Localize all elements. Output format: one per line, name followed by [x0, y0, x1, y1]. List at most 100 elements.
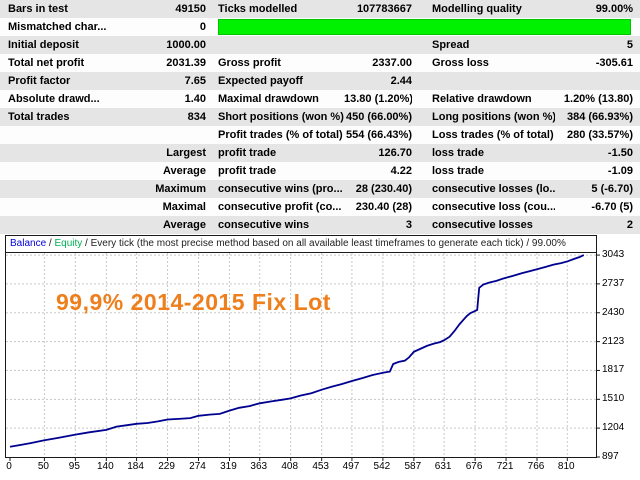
- stat-value: 99.00%: [595, 3, 633, 15]
- stat-label: [0, 144, 140, 162]
- stat-label: [412, 72, 555, 90]
- stat-label: consecutive losses (lo...: [432, 183, 555, 195]
- stat-value: 384 (66.93%): [566, 111, 633, 123]
- stat-label: consecutive losses: [432, 219, 533, 231]
- stat-value: Average: [162, 219, 206, 231]
- stat-label: Absolute drawd...: [8, 93, 100, 105]
- stat-label: Profit factor: [8, 75, 71, 87]
- x-tick-label: 766: [527, 461, 545, 472]
- x-tick-label: 95: [68, 461, 80, 472]
- x-tick-label: 453: [312, 461, 329, 472]
- legend-separator: /: [46, 238, 55, 249]
- report-row: Total net profit 2031.39 Gross profit 2337.…: [0, 54, 640, 72]
- y-tick-label: 1817: [602, 364, 625, 376]
- stat-value: 7.65: [184, 75, 206, 87]
- x-tick-label: 721: [496, 461, 514, 472]
- stat-value: Maximum: [155, 183, 206, 195]
- stat-value: 28 (230.40): [355, 183, 412, 195]
- stat-label: Long positions (won %): [432, 111, 555, 123]
- stat-value: 1.20% (13.80): [563, 93, 633, 105]
- stat-value: Average: [162, 165, 206, 177]
- backtest-report-table: Bars in test 49150 Ticks modelled 107783667…: [0, 0, 640, 234]
- stat-value: 5: [626, 39, 633, 51]
- stat-value: Maximal: [162, 201, 206, 213]
- stat-value: 4.22: [390, 165, 412, 177]
- x-tick-label: 50: [37, 461, 49, 472]
- x-tick-label: 631: [434, 461, 452, 472]
- x-tick-label: 184: [127, 461, 144, 472]
- stat-value: [140, 126, 206, 144]
- chart-panel: Balance / Equity / Every tick (the most …: [5, 235, 600, 461]
- stat-value: 834: [187, 111, 206, 123]
- stat-value: 2: [626, 219, 633, 231]
- stat-value: 5 (-6.70): [591, 183, 633, 195]
- stat-label: consecutive wins (pro...: [218, 183, 343, 195]
- stat-label: Spread: [432, 39, 470, 51]
- stat-label: Mismatched char...: [8, 21, 107, 33]
- stat-label: profit trade: [218, 165, 277, 177]
- stat-value: 280 (33.57%): [566, 129, 633, 141]
- stat-label: consecutive loss (cou...: [432, 201, 555, 213]
- stat-label: [0, 180, 140, 198]
- stat-label: Total trades: [8, 111, 70, 123]
- stat-value: 13.80 (1.20%): [344, 93, 412, 105]
- x-tick-label: 542: [373, 461, 391, 472]
- x-tick-label: 140: [96, 461, 114, 472]
- balance-label: Balance: [10, 238, 47, 249]
- stat-label: Loss trades (% of total): [432, 129, 554, 141]
- stat-value: 0: [199, 21, 206, 33]
- stat-label: [0, 198, 140, 216]
- report-row: Largest profit trade 126.70 loss trade -1.50: [0, 144, 640, 162]
- stat-value: 1.40: [184, 93, 206, 105]
- stat-label: [206, 36, 344, 54]
- stat-label: Gross loss: [432, 57, 489, 69]
- stat-value: 107783667: [356, 3, 412, 15]
- x-tick-label: 497: [342, 461, 360, 472]
- x-tick-label: 0: [6, 461, 12, 472]
- stat-value: 3: [405, 219, 412, 231]
- stat-value: 2337.00: [372, 57, 412, 69]
- stat-value: 450 (66.00%): [345, 111, 412, 123]
- stat-value: 554 (66.43%): [345, 129, 412, 141]
- stat-label: Maximal drawdown: [218, 93, 319, 105]
- stat-label: [0, 216, 140, 234]
- x-tick-label: 408: [281, 461, 299, 472]
- stat-value: -1.09: [607, 165, 633, 177]
- report-row: Bars in test 49150 Ticks modelled 107783667…: [0, 0, 640, 18]
- y-tick-label: 2430: [602, 306, 625, 318]
- y-tick-label: 897: [602, 451, 619, 462]
- x-tick-label: 229: [158, 461, 175, 472]
- balance-line: [9, 254, 585, 448]
- stat-value: 2031.39: [166, 57, 206, 69]
- stat-label: Initial deposit: [8, 39, 79, 51]
- equity-label: Equity: [54, 238, 83, 249]
- stat-value: 2.44: [390, 75, 412, 87]
- x-tick-label: 810: [557, 461, 575, 472]
- stat-label: loss trade: [432, 165, 484, 177]
- stat-value: [555, 72, 633, 90]
- balance-curve-svg: [6, 253, 600, 461]
- y-tick-label: 3043: [602, 249, 625, 261]
- chart-legend: Balance / Equity / Every tick (the most …: [6, 236, 596, 253]
- report-row: Initial deposit 1000.00 Spread 5: [0, 36, 640, 54]
- stat-label: [0, 162, 140, 180]
- watermark-text: 99,9% 2014-2015 Fix Lot: [56, 289, 331, 315]
- report-row: Absolute drawd... 1.40 Maximal drawdown 13.…: [0, 90, 640, 108]
- report-row: Maximum consecutive wins (pro... 28 (230.4…: [0, 180, 640, 198]
- y-tick-label: 2737: [602, 277, 625, 289]
- stat-label: Modelling quality: [432, 3, 522, 15]
- stat-label: loss trade: [432, 147, 484, 159]
- balance-chart-plot: 99,9% 2014-2015 Fix Lot: [6, 253, 600, 461]
- stat-value: 230.40 (28): [355, 201, 412, 213]
- stat-label: Short positions (won %): [218, 111, 344, 123]
- stat-value: -6.70 (5): [591, 201, 633, 213]
- report-row: Maximal consecutive profit (co... 230.40 (…: [0, 198, 640, 216]
- stat-label: Gross profit: [218, 57, 281, 69]
- x-tick-label: 363: [250, 461, 268, 472]
- report-row: Mismatched char... 0: [0, 18, 640, 36]
- report-row: Profit trades (% of total) 554 (66.43%) Lo…: [0, 126, 640, 144]
- stat-value: Largest: [166, 147, 206, 159]
- stat-label: Ticks modelled: [218, 3, 298, 15]
- stat-label: Profit trades (% of total): [218, 129, 343, 141]
- stat-label: consecutive wins: [218, 219, 310, 231]
